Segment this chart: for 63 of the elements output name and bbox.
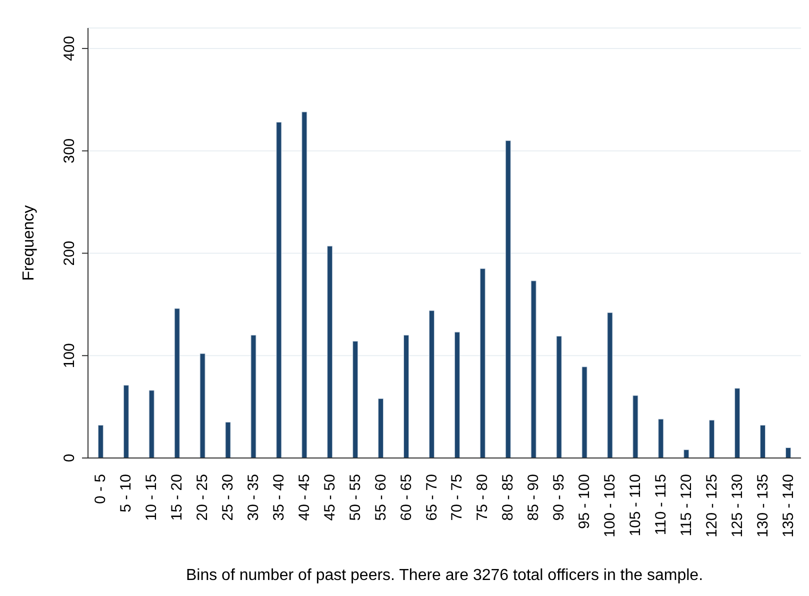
bar (582, 366, 588, 458)
bar (684, 450, 690, 458)
x-tick-label: 90 - 95 (550, 474, 568, 521)
bar (607, 312, 613, 458)
x-tick-label: 115 - 120 (678, 474, 695, 536)
bar (98, 424, 104, 458)
bar (123, 385, 129, 458)
x-tick-label: 135 - 140 (780, 474, 797, 538)
x-tick-label: 60 - 65 (398, 474, 415, 521)
y-tick-label: 300 (61, 138, 78, 164)
bar (454, 332, 460, 458)
y-tick-label: 100 (61, 343, 78, 368)
x-tick-label: 30 - 35 (245, 474, 262, 521)
x-tick-label: 40 - 45 (296, 474, 313, 521)
bar (174, 308, 180, 458)
bar (327, 246, 333, 458)
bar (352, 341, 358, 458)
bar (480, 268, 486, 458)
x-axis-title: Bins of number of past peers. There are 3276 total officers in the sample. (186, 567, 704, 584)
x-tick-label: 105 - 110 (626, 474, 644, 536)
x-tick-label: 65 - 70 (423, 474, 440, 521)
bar (428, 310, 434, 458)
x-tick-label: 20 - 25 (194, 474, 212, 521)
x-tick-label: 85 - 90 (525, 474, 542, 521)
bar (530, 280, 536, 458)
x-tick-label: 125 - 130 (728, 474, 746, 538)
x-tick-label: 70 - 75 (448, 474, 466, 521)
x-tick-label: 55 - 60 (372, 474, 390, 521)
bar (378, 398, 384, 458)
bar (632, 395, 638, 458)
bar (225, 422, 231, 458)
x-tick-label: 120 - 125 (703, 474, 720, 538)
x-tick-label: 75 - 80 (474, 474, 492, 521)
y-tick-label: 0 (61, 454, 78, 462)
x-tick-label: 0 - 5 (92, 474, 110, 504)
bar (709, 420, 715, 458)
bar (505, 140, 511, 458)
bar (760, 424, 766, 458)
bar (276, 122, 282, 458)
x-tick-label: 5 - 10 (118, 474, 135, 512)
x-tick-label: 80 - 85 (500, 474, 517, 521)
bar (250, 334, 256, 458)
bar (302, 112, 308, 458)
bar (734, 388, 740, 458)
y-tick-label: 400 (61, 36, 78, 61)
x-tick-label: 130 - 135 (754, 474, 772, 538)
bar (148, 390, 154, 458)
x-tick-label: 25 - 30 (220, 474, 237, 521)
x-tick-label: 95 - 100 (576, 474, 594, 530)
bar (556, 336, 562, 458)
x-tick-label: 45 - 50 (321, 474, 338, 521)
x-tick-label: 50 - 55 (346, 474, 364, 521)
y-axis-title: Frequency (20, 205, 38, 281)
bar (404, 334, 410, 458)
bar (658, 418, 664, 458)
x-tick-label: 10 - 15 (143, 474, 160, 521)
x-tick-label: 100 - 105 (602, 474, 619, 538)
x-tick-label: 35 - 40 (270, 474, 288, 521)
bar (785, 448, 791, 458)
bar (200, 353, 206, 458)
x-tick-label: 110 - 115 (652, 474, 670, 536)
x-tick-label: 15 - 20 (168, 474, 186, 521)
y-tick-label: 200 (61, 240, 78, 266)
